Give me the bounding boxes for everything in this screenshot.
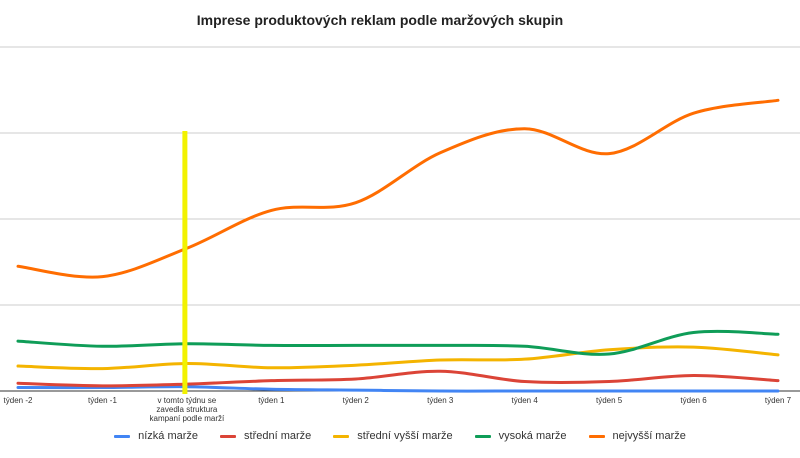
- series-line-stredni-marze: [16, 369, 780, 388]
- x-tick-label: týden 5: [596, 396, 623, 405]
- series-line-nizka-marze: [16, 385, 780, 393]
- legend-label: střední vyšší marže: [357, 430, 453, 442]
- x-tick-label: týden -2: [4, 396, 33, 405]
- legend: nízká marže střední marže střední vyšší ma…: [0, 430, 800, 442]
- legend-label: nízká marže: [138, 430, 199, 442]
- legend-label: nejvyšší marže: [612, 430, 686, 442]
- legend-swatch: [220, 434, 237, 438]
- x-tick-label: týden -1: [88, 396, 117, 405]
- legend-label: vysoká marže: [498, 430, 567, 442]
- legend-swatch: [114, 434, 131, 438]
- legend-item: vysoká marže: [474, 430, 567, 442]
- legend-label: střední marže: [244, 430, 312, 442]
- legend-item: nejvyšší marže: [588, 430, 686, 442]
- x-tick-label: týden 2: [343, 396, 370, 405]
- x-tick-label: týden 3: [427, 396, 454, 405]
- legend-swatch: [588, 434, 605, 438]
- series-line-vysoka-marze: [16, 329, 780, 356]
- legend-swatch: [474, 434, 491, 438]
- series-line-stredni-vyssi-marze: [16, 345, 780, 371]
- x-tick-label: týden 6: [680, 396, 707, 405]
- chart-title: Imprese produktových reklam podle maržov…: [196, 12, 564, 28]
- legend-item: střední vyšší marže: [333, 430, 453, 442]
- x-tick-label: týden 1: [258, 396, 285, 405]
- campaign-change-marker: [182, 131, 188, 394]
- x-tick-label: v tomto týdnu se zavedla struktura kampaní…: [150, 396, 225, 423]
- legend-item: střední marže: [220, 430, 311, 442]
- legend-swatch: [333, 434, 350, 438]
- x-tick-label: týden 7: [765, 396, 792, 405]
- x-tick-label: týden 4: [512, 396, 539, 405]
- legend-item: nízká marže: [114, 430, 198, 442]
- series-line-nejvyssi-marze: [16, 98, 780, 279]
- plot-area: týden -2 týden -1 v tomto týdnu se zavedla …: [0, 46, 800, 423]
